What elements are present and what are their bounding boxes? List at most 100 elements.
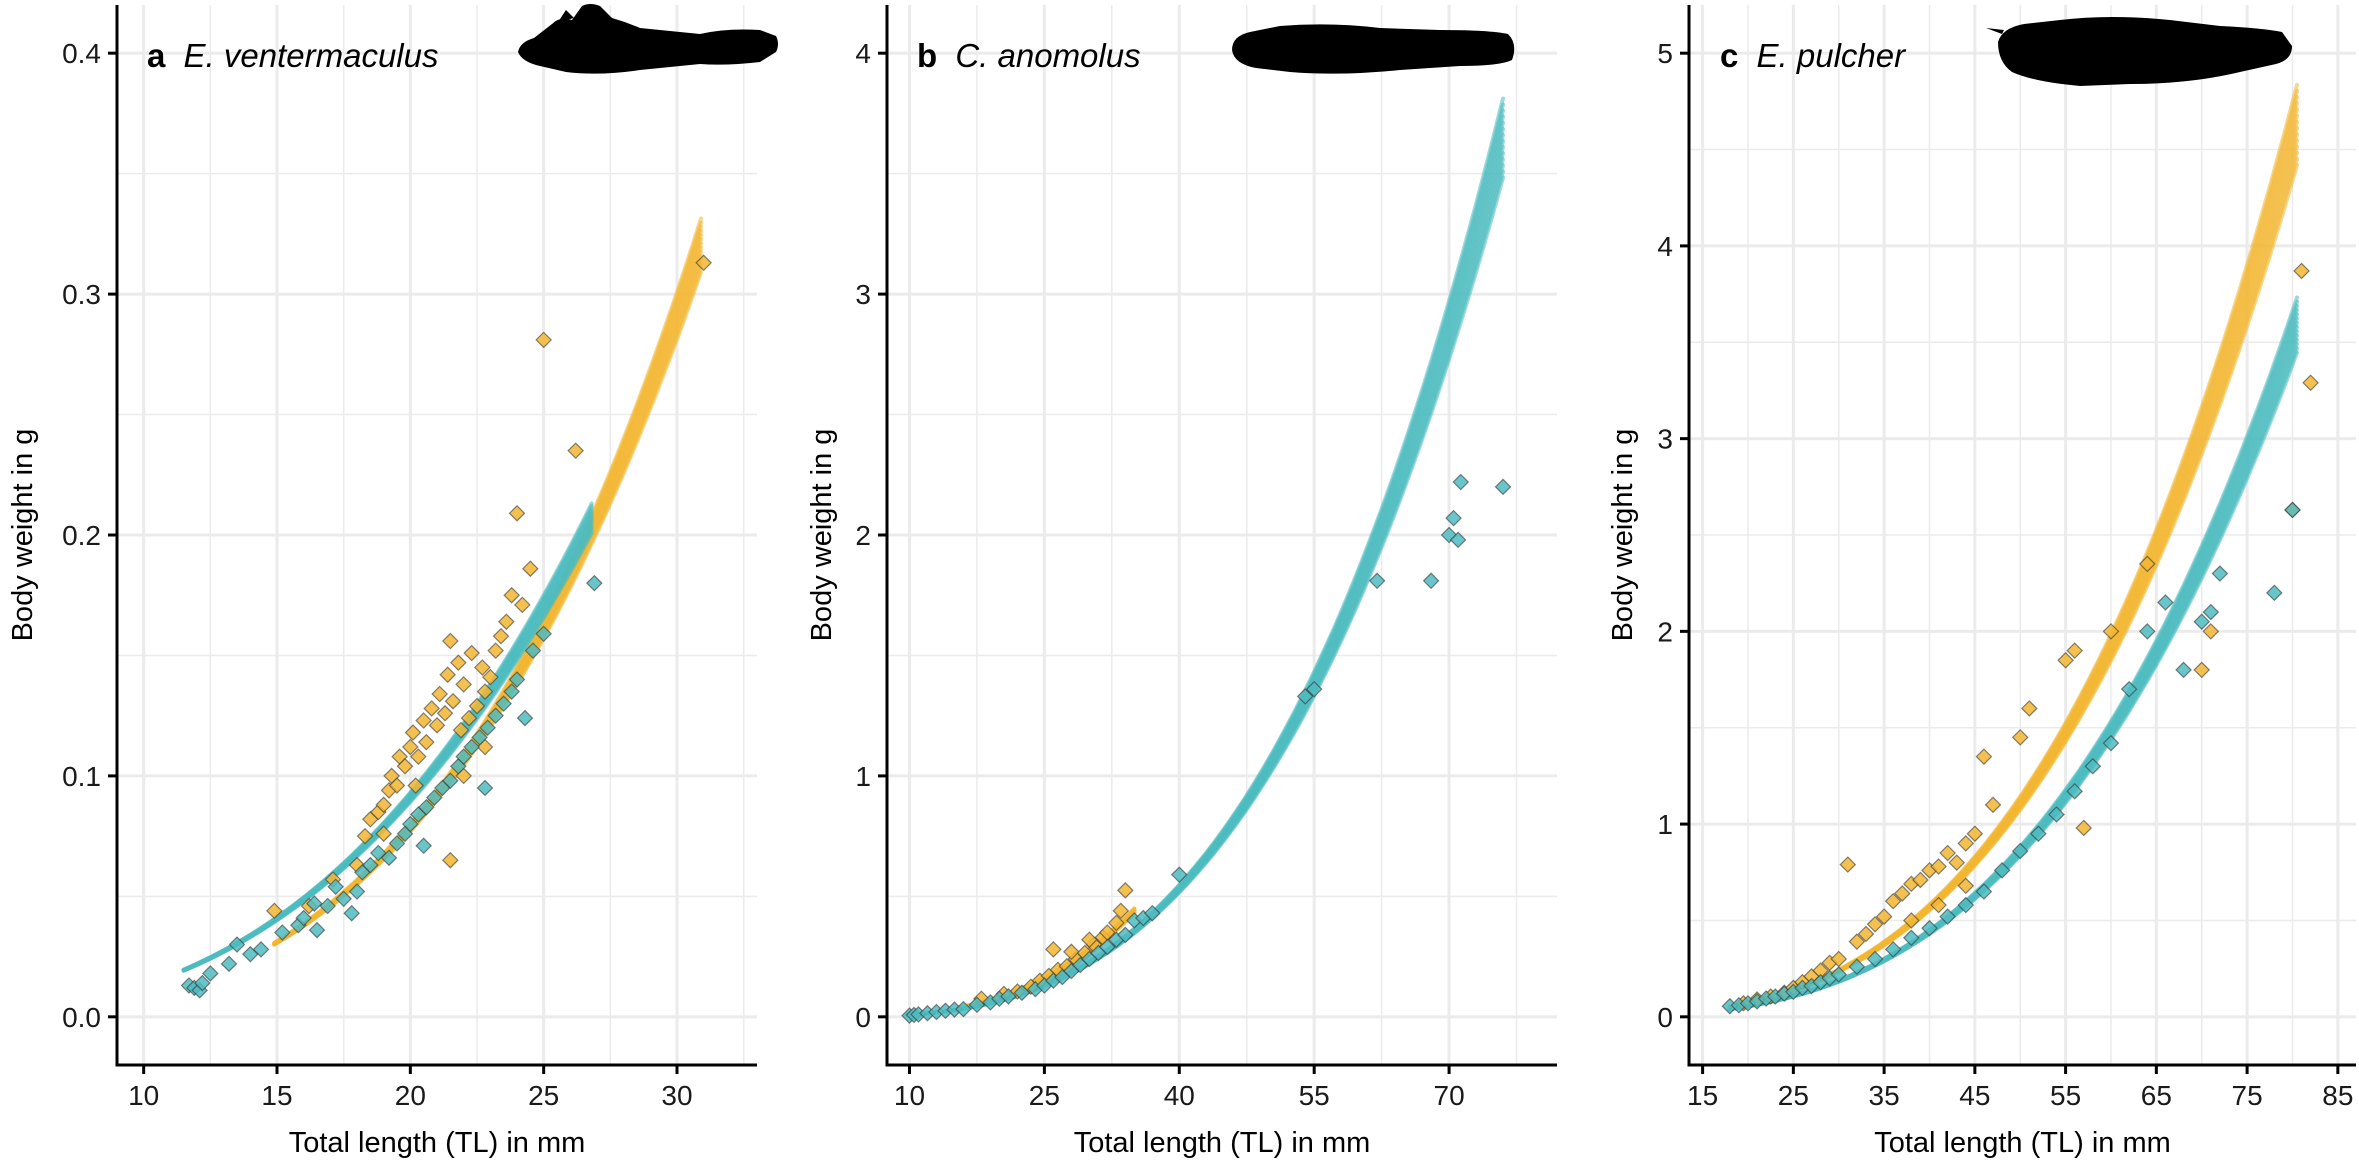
data-point-1 — [415, 837, 433, 855]
fit-bands — [1727, 82, 2299, 1012]
y-tick-label: 0.0 — [62, 1002, 101, 1033]
fit-curve-1 — [1727, 342, 2299, 1012]
x-tick-label: 15 — [261, 1080, 292, 1111]
data-point-0 — [1857, 925, 1875, 943]
fit-curve-0 — [956, 907, 1137, 1010]
data-point-0 — [2102, 623, 2120, 640]
x-axis-label: Total length (TL) in mm — [1074, 1127, 1371, 1159]
y-tick-label: 3 — [855, 279, 871, 310]
data-point-1 — [2175, 661, 2192, 679]
data-point-1 — [319, 897, 337, 915]
fit-curve-1 — [905, 102, 1505, 1017]
data-point-1 — [1422, 572, 1440, 590]
fit-curve-0 — [272, 266, 703, 947]
data-point-1 — [425, 789, 443, 806]
data-point-1 — [220, 955, 238, 973]
data-point-1 — [535, 625, 553, 643]
x-tick-label: 20 — [395, 1080, 426, 1111]
y-tick-label: 4 — [1657, 231, 1673, 262]
data-point-1 — [2202, 603, 2220, 621]
data-point-0 — [487, 642, 505, 659]
fit-curve-0 — [1727, 144, 2299, 1009]
x-tick-label: 65 — [2141, 1080, 2172, 1111]
data-point-0 — [415, 712, 433, 729]
data-point-0 — [503, 586, 521, 604]
x-tick-label: 45 — [1959, 1080, 1990, 1111]
x-tick-label: 25 — [528, 1080, 559, 1111]
fit-curve-1 — [181, 506, 594, 972]
data-point-0 — [2193, 661, 2211, 679]
data-point-0 — [1884, 892, 1902, 910]
data-point-1 — [252, 941, 270, 958]
data-point-0 — [2075, 819, 2093, 837]
data-point-1 — [1921, 919, 1938, 937]
data-point-0 — [2066, 642, 2084, 659]
data-point-0 — [695, 254, 713, 272]
data-point-0 — [497, 613, 515, 631]
data-point-0 — [428, 716, 446, 734]
data-point-1 — [361, 856, 379, 874]
data-point-0 — [396, 757, 414, 775]
y-tick-label: 0 — [855, 1002, 871, 1033]
fit-curve-1 — [905, 175, 1505, 1017]
fit-curve-0 — [272, 228, 703, 946]
x-tick-label: 55 — [1299, 1080, 1330, 1111]
fit-curve-0 — [272, 258, 703, 947]
data-point-1 — [955, 1000, 972, 1018]
fit-curve-0 — [956, 906, 1137, 1010]
data-point-0 — [409, 748, 427, 765]
data-point-0 — [1912, 871, 1929, 889]
data-point-1 — [327, 878, 345, 896]
fit-curve-0 — [272, 270, 703, 947]
x-axis-label: Total length (TL) in mm — [289, 1127, 586, 1159]
data-point-0 — [463, 644, 481, 662]
y-tick-label: 0 — [1657, 1002, 1673, 1033]
data-point-1 — [1013, 984, 1031, 1002]
panel-a: 10 15 20 25 30 0.0 0.1 0.2 0.3 0.4 Body weight in… — [7, 4, 778, 1159]
panel-title: c E. pulcher — [1720, 37, 1907, 74]
fit-curve-1 — [181, 501, 594, 972]
fit-curve-1 — [905, 169, 1505, 1017]
data-point-0 — [407, 777, 425, 794]
fit-curve-1 — [905, 108, 1505, 1017]
data-point-1 — [2011, 842, 2029, 860]
data-point-1 — [2265, 584, 2283, 602]
fit-curve-1 — [1727, 329, 2299, 1012]
fit-curve-1 — [905, 133, 1505, 1017]
fit-bands — [181, 216, 703, 973]
fit-curve-0 — [1727, 126, 2299, 1009]
data-point-0 — [441, 851, 459, 869]
fit-curve-1 — [181, 519, 594, 973]
x-tick-label: 40 — [1164, 1080, 1195, 1111]
data-point-0 — [473, 659, 491, 676]
fit-curve-0 — [956, 907, 1137, 1010]
fit-curve-0 — [272, 233, 703, 946]
fit-curve-0 — [272, 216, 703, 945]
fit-curve-1 — [905, 145, 1505, 1017]
data-point-1 — [343, 904, 361, 922]
fit-curve-1 — [181, 524, 594, 973]
panel-title: a E. ventermaculus — [147, 37, 438, 74]
data-point-0 — [375, 796, 393, 814]
fit-curve-1 — [181, 529, 594, 973]
data-point-1 — [495, 695, 513, 712]
data-point-1 — [417, 798, 435, 816]
data-point-1 — [1957, 896, 1975, 914]
fit-curve-1 — [1727, 338, 2299, 1012]
axes — [1687, 5, 2356, 1067]
data-point-0 — [513, 596, 531, 614]
x-tick-label: 15 — [1687, 1080, 1718, 1111]
fit-curve-1 — [1727, 350, 2299, 1012]
data-point-1 — [1866, 950, 1884, 968]
fit-curve-0 — [956, 908, 1137, 1010]
data-point-1 — [1116, 926, 1134, 944]
data-point-0 — [1957, 877, 1975, 895]
data-point-1 — [201, 965, 219, 982]
data-point-0 — [1107, 914, 1125, 932]
fish-silhouette-c — [1986, 17, 2292, 86]
data-point-0 — [439, 666, 457, 684]
data-point-1 — [508, 671, 526, 688]
fit-curve-0 — [272, 253, 703, 947]
